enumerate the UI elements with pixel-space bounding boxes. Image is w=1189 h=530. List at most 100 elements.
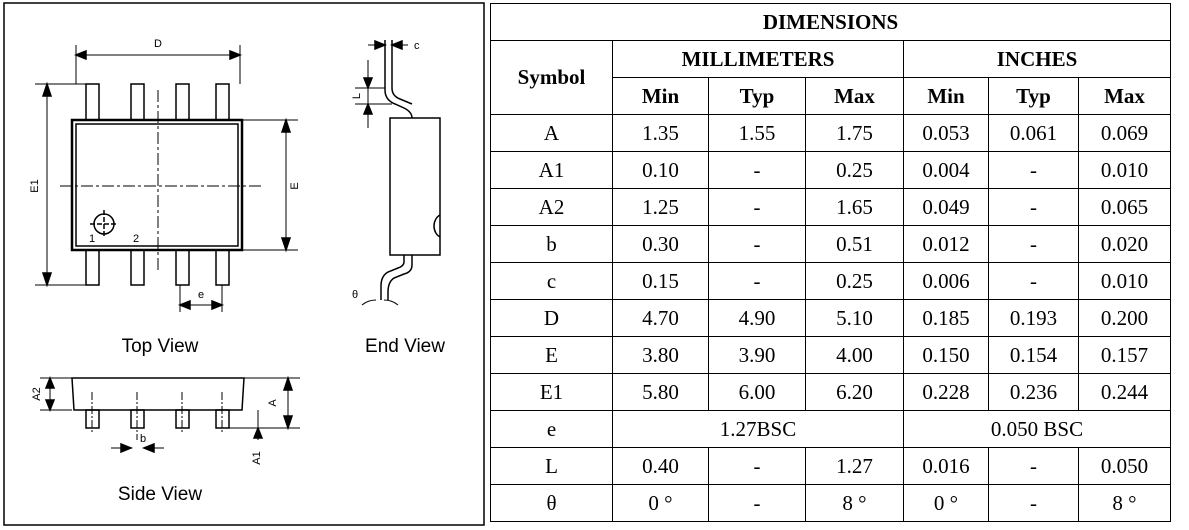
table-cell: 4.00 (805, 336, 904, 374)
table-row: b 0.30-0.51 0.012-0.020 (490, 225, 1171, 263)
table-cell: 0.016 (903, 447, 989, 485)
table-cell: 8 ° (1078, 484, 1171, 522)
table-row: E1 5.80 6.00 6.20 0.228 0.236 0.244 (490, 373, 1171, 411)
table-cell: 5.80 (612, 373, 709, 411)
column-header: Typ (708, 77, 806, 115)
panel-border (3, 2, 485, 526)
table-cell: 0.012 (903, 225, 989, 263)
symbol-cell: b (490, 225, 613, 263)
dim-label: D (154, 38, 162, 50)
dim-label: E (289, 182, 301, 189)
table-cell: - (708, 151, 806, 189)
dim-label: θ (352, 289, 358, 301)
table-cell: 0.25 (805, 262, 904, 300)
dimensions-table: DIMENSIONS Symbol MILLIMETERS INCHES Min Typ M… (490, 3, 1171, 522)
pin-label: 2 (133, 233, 139, 245)
table-cell: 0.51 (805, 225, 904, 263)
table-cell: - (988, 262, 1079, 300)
column-header: Min (903, 77, 989, 115)
table-row: Symbol MILLIMETERS INCHES (490, 40, 1171, 115)
table-cell: - (988, 447, 1079, 485)
table-cell: 6.00 (708, 373, 806, 411)
table-row: DIMENSIONS (490, 3, 1171, 41)
table-cell: - (988, 188, 1079, 226)
table-row: E 3.80 3.90 4.00 0.150 0.154 0.157 (490, 336, 1171, 374)
table-cell: 0.020 (1078, 225, 1171, 263)
table-cell: 3.90 (708, 336, 806, 374)
pin-label: 1 (89, 233, 95, 245)
table-row: D 4.70 4.90 5.10 0.185 0.193 0.200 (490, 299, 1171, 337)
table-cell: 0.30 (612, 225, 709, 263)
table-cell: 6.20 (805, 373, 904, 411)
table-cell: - (988, 151, 1079, 189)
table-cell: 0.053 (903, 114, 989, 152)
table-cell: 0.193 (988, 299, 1079, 337)
table-cell: 1.65 (805, 188, 904, 226)
table-cell: 8 ° (805, 484, 904, 522)
symbol-cell: L (490, 447, 613, 485)
table-cell: 0.236 (988, 373, 1079, 411)
symbol-cell: e (490, 410, 613, 448)
table-cell: 0.150 (903, 336, 989, 374)
table-cell: 0.065 (1078, 188, 1171, 226)
table-row: A 1.35 1.55 1.75 0.053 0.061 0.069 (490, 114, 1171, 152)
table-cell: 0.010 (1078, 151, 1171, 189)
table-cell: - (708, 262, 806, 300)
side-view (40, 375, 300, 454)
dim-label: b (140, 433, 146, 445)
dim-label: A1 (251, 451, 263, 464)
table-cell: 0.10 (612, 151, 709, 189)
table-cell: - (708, 225, 806, 263)
view-caption: End View (365, 336, 445, 357)
dim-label: A2 (31, 387, 43, 400)
table-cell: 1.25 (612, 188, 709, 226)
table-cell: 0.004 (903, 151, 989, 189)
table-cell: 0.050 (1078, 447, 1171, 485)
symbol-cell: A2 (490, 188, 613, 226)
table-cell: 0.157 (1078, 336, 1171, 374)
end-view (355, 39, 441, 306)
dim-label: e (198, 289, 204, 301)
top-view (35, 45, 298, 312)
table-cell: 3.80 (612, 336, 709, 374)
symbol-cell: A1 (490, 151, 613, 189)
table-cell: 0.069 (1078, 114, 1171, 152)
table-cell: - (708, 188, 806, 226)
table-cell: 0.25 (805, 151, 904, 189)
table-row: A2 1.25-1.65 0.049-0.065 (490, 188, 1171, 226)
table-cell: 1.55 (708, 114, 806, 152)
symbol-cell: E1 (490, 373, 613, 411)
table-row: L 0.40-1.27 0.016-0.050 (490, 447, 1171, 485)
dim-label: c (414, 40, 420, 52)
table-cell: 0.185 (903, 299, 989, 337)
symbol-cell: θ (490, 484, 613, 522)
table-cell: 0 ° (612, 484, 709, 522)
table-cell: 0.244 (1078, 373, 1171, 411)
symbol-cell: E (490, 336, 613, 374)
table-cell: - (988, 484, 1079, 522)
symbol-cell: c (490, 262, 613, 300)
table-cell: - (708, 447, 806, 485)
symbol-cell: A (490, 114, 613, 152)
column-header: Symbol (490, 40, 613, 115)
table-cell: 0.154 (988, 336, 1079, 374)
table-cell: 4.90 (708, 299, 806, 337)
dim-label: A (267, 399, 279, 407)
table-cell: 0.050 BSC (903, 410, 1171, 448)
table-row: c 0.15-0.25 0.006-0.010 (490, 262, 1171, 300)
table-cell: 1.27BSC (612, 410, 904, 448)
table-cell: 0.061 (988, 114, 1079, 152)
dim-label: L (351, 93, 363, 99)
view-caption: Top View (122, 336, 199, 357)
table-cell: 1.27 (805, 447, 904, 485)
column-header: Typ (988, 77, 1079, 115)
table-cell: 5.10 (805, 299, 904, 337)
table-cell: 0.15 (612, 262, 709, 300)
table-cell: 1.75 (805, 114, 904, 152)
table-cell: 0.010 (1078, 262, 1171, 300)
table-title: DIMENSIONS (490, 3, 1171, 41)
table-cell: - (708, 484, 806, 522)
table-cell: 0.228 (903, 373, 989, 411)
